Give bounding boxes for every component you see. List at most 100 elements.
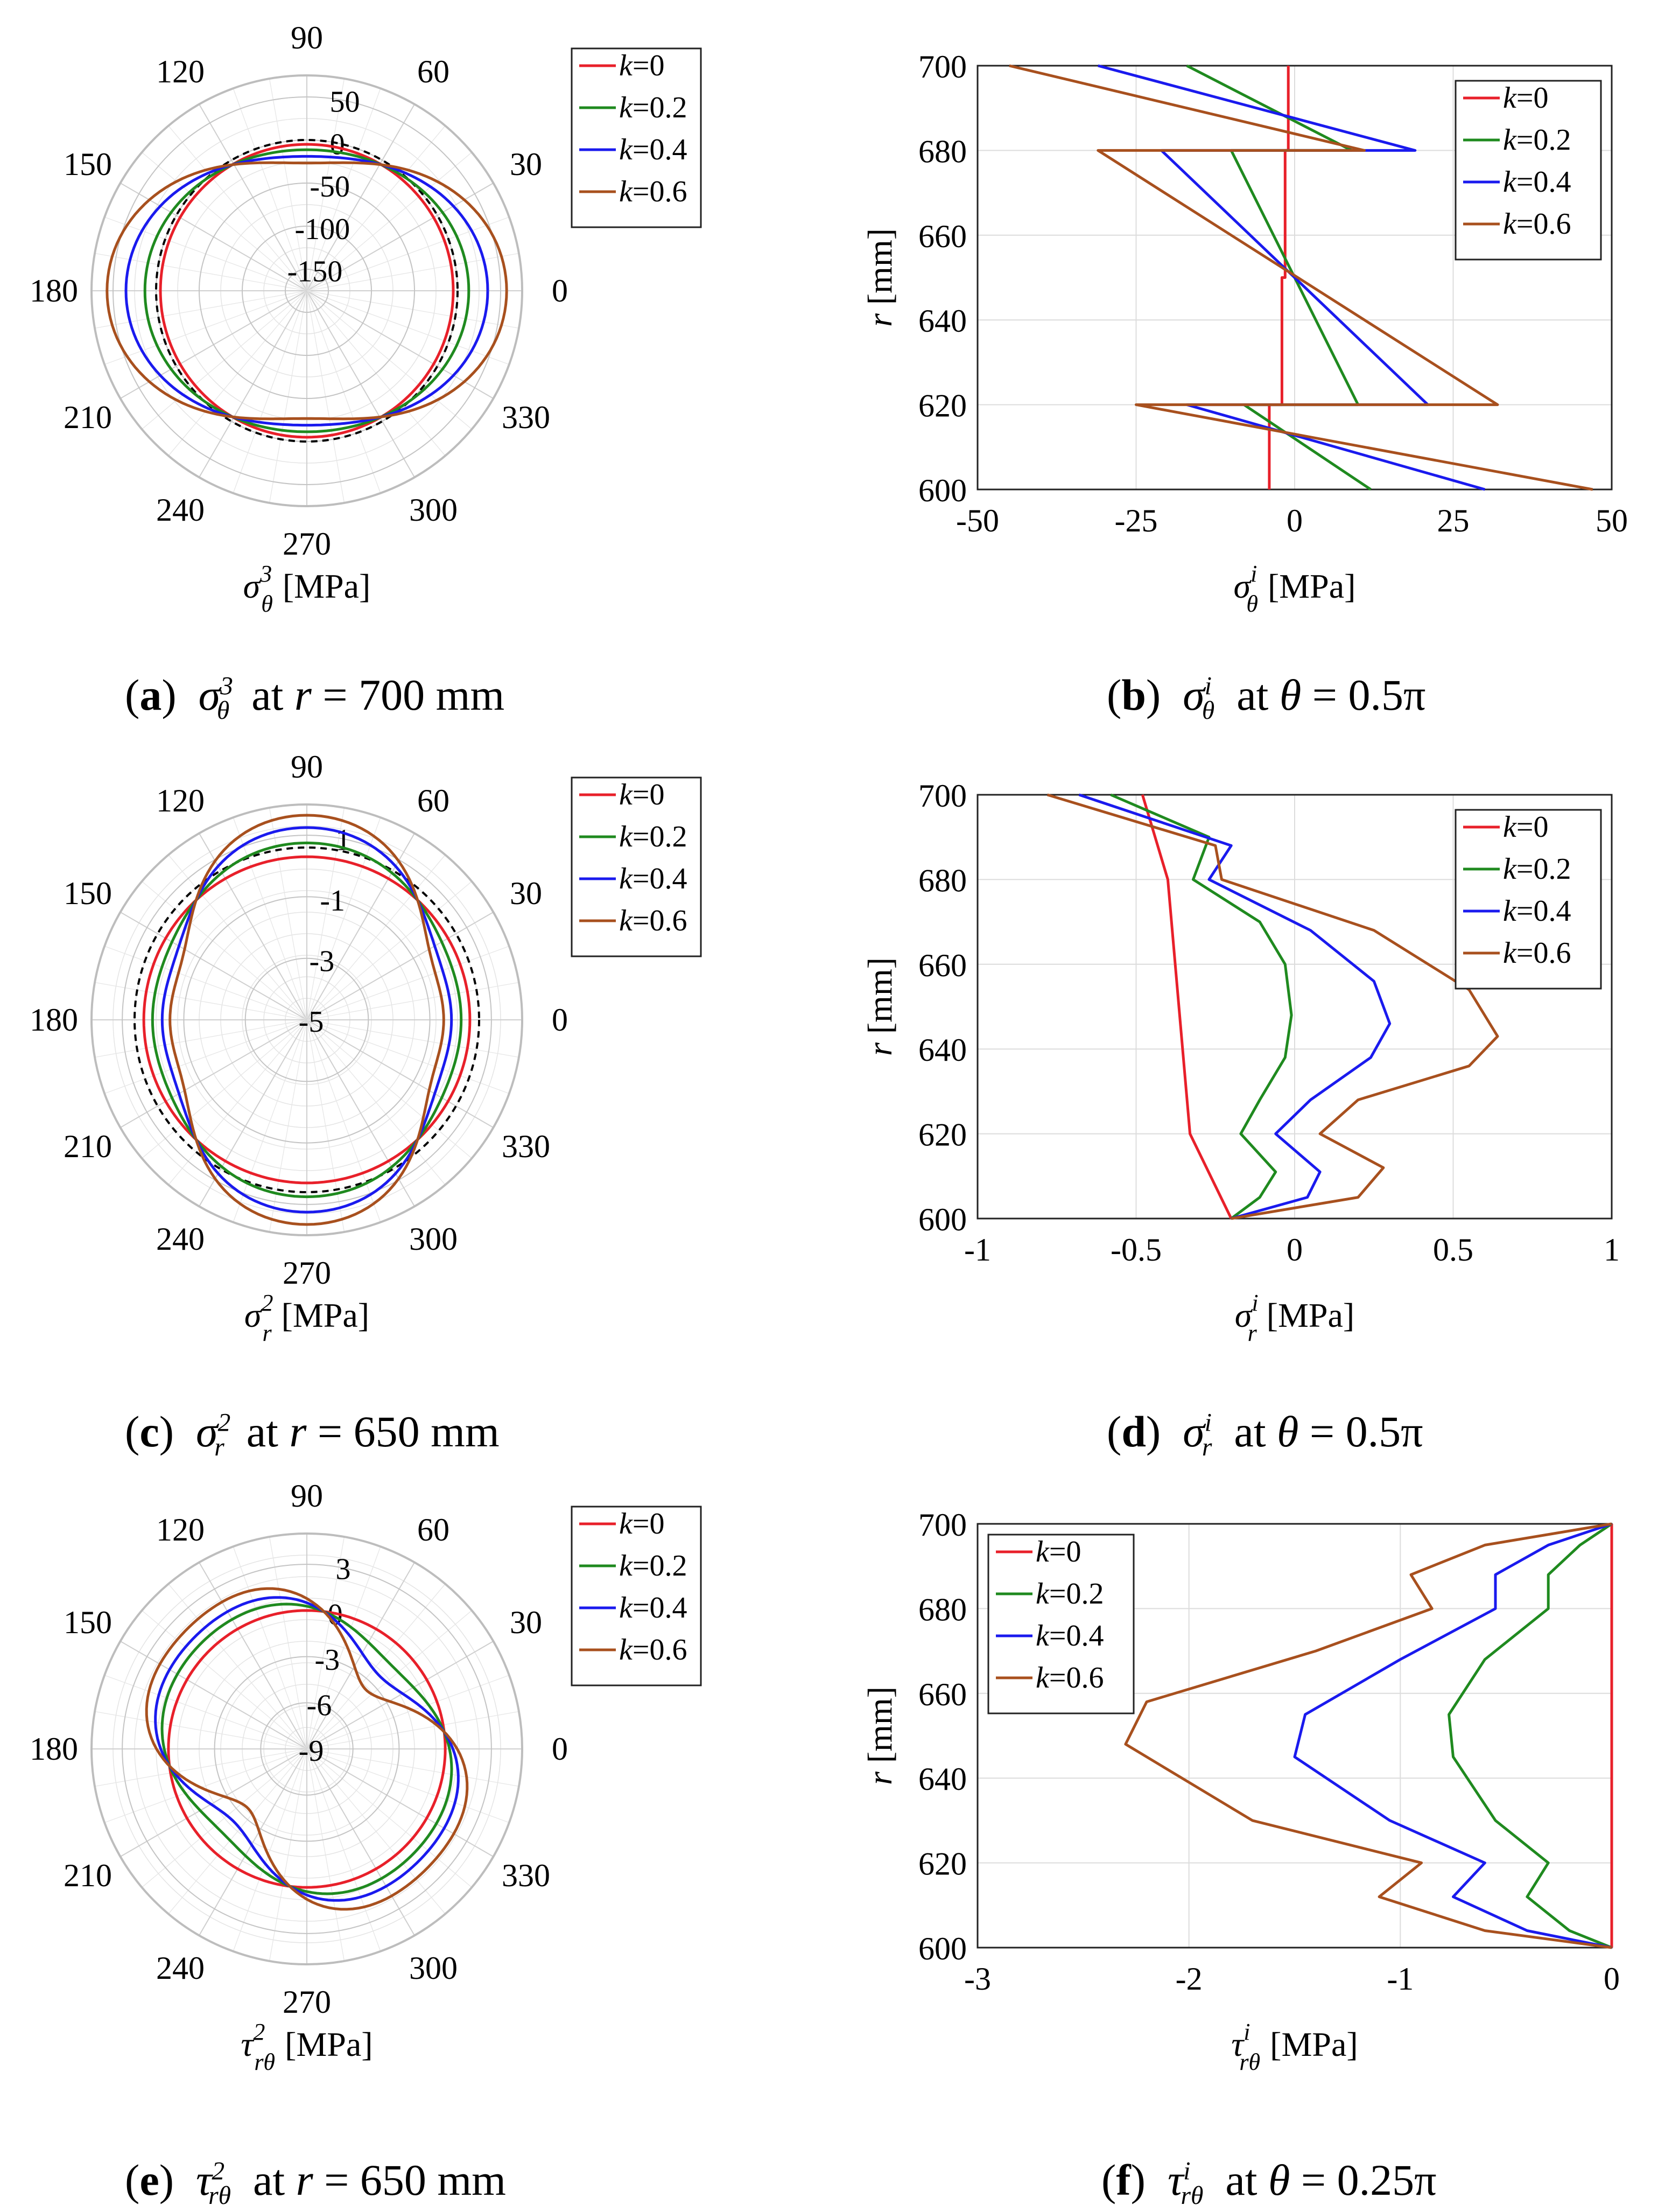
major-spoke	[120, 1641, 307, 1749]
minor-spoke	[233, 1019, 307, 1223]
minor-spoke	[306, 817, 381, 1020]
minor-spoke	[306, 1019, 510, 1094]
angle-tick-label: 270	[283, 1255, 331, 1291]
radial-tick-label: -9	[299, 1734, 324, 1768]
caption-d: (d) σir at θ = 0.5π	[1107, 1407, 1423, 1462]
angle-tick-label: 240	[156, 492, 205, 528]
legend: k=0 k=0.2 k=0.4 k=0.6	[987, 1534, 1135, 1714]
y-tick-label: 660	[918, 948, 967, 983]
minor-spoke	[306, 1675, 510, 1749]
angle-tick-label: 180	[30, 1002, 78, 1038]
major-spoke	[120, 1748, 307, 1857]
minor-spoke	[306, 1019, 472, 1159]
y-tick-label: 680	[918, 134, 967, 169]
outer-ring	[90, 1532, 523, 1965]
series-k-0p6	[1046, 793, 1499, 1220]
caption-var: r	[289, 1407, 307, 1456]
minor-spoke	[233, 817, 307, 1020]
angle-tick-label: 240	[156, 1221, 205, 1257]
minor-spoke	[104, 1019, 307, 1094]
y-tick-label: 660	[918, 219, 967, 254]
minor-spoke	[306, 1536, 345, 1749]
minor-spoke	[306, 1019, 381, 1223]
legend-box	[1455, 80, 1602, 261]
minor-spoke	[269, 1748, 307, 1962]
panel-e: 0 30 60 90 120 150 180 210 240 270 300 330 -9 -6 -3 0 3 k…	[0, 1458, 832, 2212]
angle-tick-label: 330	[502, 1129, 550, 1164]
caption-sup: i	[1204, 672, 1212, 701]
caption-eq: = 0.5π	[1312, 670, 1426, 719]
y-tick-label: 700	[918, 1507, 967, 1543]
panel-d: -1 -0.5 0 0.5 1 600 620 640 660 680 700 r [mm] σi r [M…	[832, 729, 1665, 1462]
major-spoke	[306, 1019, 494, 1128]
legend-entry: k=0	[1503, 81, 1548, 115]
legend: k=0 k=0.2 k=0.4 k=0.6	[571, 776, 702, 957]
minor-spoke	[306, 982, 519, 1020]
angle-tick-label: 30	[510, 146, 542, 182]
polar-chart-e: 0306090120150180210240270300330-9-6-303k…	[30, 1478, 702, 2075]
radial-tick-ring	[113, 96, 501, 485]
radial-tick-ring	[260, 1702, 354, 1796]
x-tick-label: -1	[1387, 1961, 1414, 1997]
polar-chart-c: 0306090120150180210240270300330-5-3-11k=…	[30, 749, 702, 1346]
caption-sup: 3	[220, 672, 233, 701]
radial-tick-ring	[242, 226, 372, 356]
line-chart-f: -3 -2 -1 0 600 620 640 660 680 700 r [mm] τi rθ [MPa]…	[861, 1507, 1620, 2075]
minor-spoke	[168, 1019, 307, 1185]
caption-letter: c	[139, 1407, 159, 1456]
plot-frame	[976, 65, 1613, 491]
caption-sub: rθ	[208, 2182, 231, 2210]
minor-spoke	[269, 807, 307, 1020]
y-tick-label: 600	[918, 1202, 967, 1237]
caption-eq: = 0.25π	[1301, 2155, 1437, 2204]
y-tick-label: 640	[918, 1761, 967, 1797]
y-tick-label: 700	[918, 778, 967, 814]
y-tick-label: 620	[918, 1846, 967, 1882]
angle-tick-label: 270	[283, 1984, 331, 2020]
x-axis-title: σi θ [MPa]	[1234, 561, 1356, 617]
series-k-0p4	[154, 1596, 460, 1902]
x-tick-label: -0.5	[1111, 1232, 1162, 1268]
angle-tick-label: 150	[64, 146, 112, 182]
caption-symbol: σ	[196, 1407, 218, 1456]
panel-f: -3 -2 -1 0 600 620 640 660 680 700 r [mm] τi rθ [MPa]…	[832, 1458, 1665, 2212]
legend-box	[571, 776, 702, 957]
major-spoke	[199, 1019, 307, 1207]
series-k-0p6	[1009, 64, 1593, 491]
caption-sup: 2	[217, 1409, 231, 1437]
caption-b: (b) σiθ at θ = 0.5π	[1107, 670, 1426, 725]
major-spoke	[120, 1019, 307, 1128]
radial-tick-ring	[122, 1564, 492, 1934]
angle-tick-label: 270	[283, 526, 331, 562]
major-spoke	[306, 1748, 415, 1936]
caption-at: at	[1237, 670, 1269, 719]
angle-tick-label: 180	[30, 273, 78, 309]
angle-tick-label: 180	[30, 1731, 78, 1767]
series-k-0p4	[1293, 1522, 1612, 1949]
angle-tick-label: 90	[291, 1478, 323, 1514]
outer-ring	[90, 803, 523, 1236]
series-k-0p4	[1098, 64, 1486, 491]
caption-a: (a) σ3θ at r = 700 mm	[125, 670, 505, 725]
axis-title: τ2 rθ [MPa]	[241, 2019, 373, 2075]
minor-spoke	[306, 855, 446, 1020]
legend-entry: k=0.4	[1503, 894, 1571, 928]
angle-tick-label: 150	[64, 876, 112, 911]
major-spoke	[306, 1019, 415, 1207]
minor-spoke	[306, 1748, 519, 1787]
legend: k=0 k=0.2 k=0.4 k=0.6	[571, 47, 702, 228]
caption-at: at	[1225, 2155, 1257, 2204]
series-k-0p2	[1110, 793, 1293, 1220]
legend: k=0 k=0.2 k=0.4 k=0.6	[571, 1506, 702, 1686]
angle-tick-label: 90	[291, 20, 323, 55]
angle-tick-label: 240	[156, 1950, 205, 1986]
minor-spoke	[306, 1748, 345, 1962]
minor-spoke	[306, 1610, 472, 1749]
angle-tick-label: 120	[156, 54, 205, 89]
series-k-0p4	[160, 826, 453, 1214]
legend-entry: k=0.6	[1503, 207, 1571, 241]
plot-frame	[976, 794, 1613, 1220]
minor-spoke	[168, 855, 307, 1020]
radial-tick-ring	[183, 896, 431, 1144]
x-tick-label: 1	[1604, 1232, 1620, 1268]
